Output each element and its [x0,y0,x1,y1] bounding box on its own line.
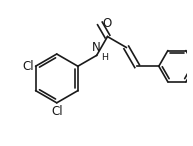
Text: Cl: Cl [51,105,63,118]
Text: O: O [102,17,111,30]
Text: N: N [92,41,101,54]
Text: Cl: Cl [22,60,34,73]
Text: H: H [101,53,108,62]
